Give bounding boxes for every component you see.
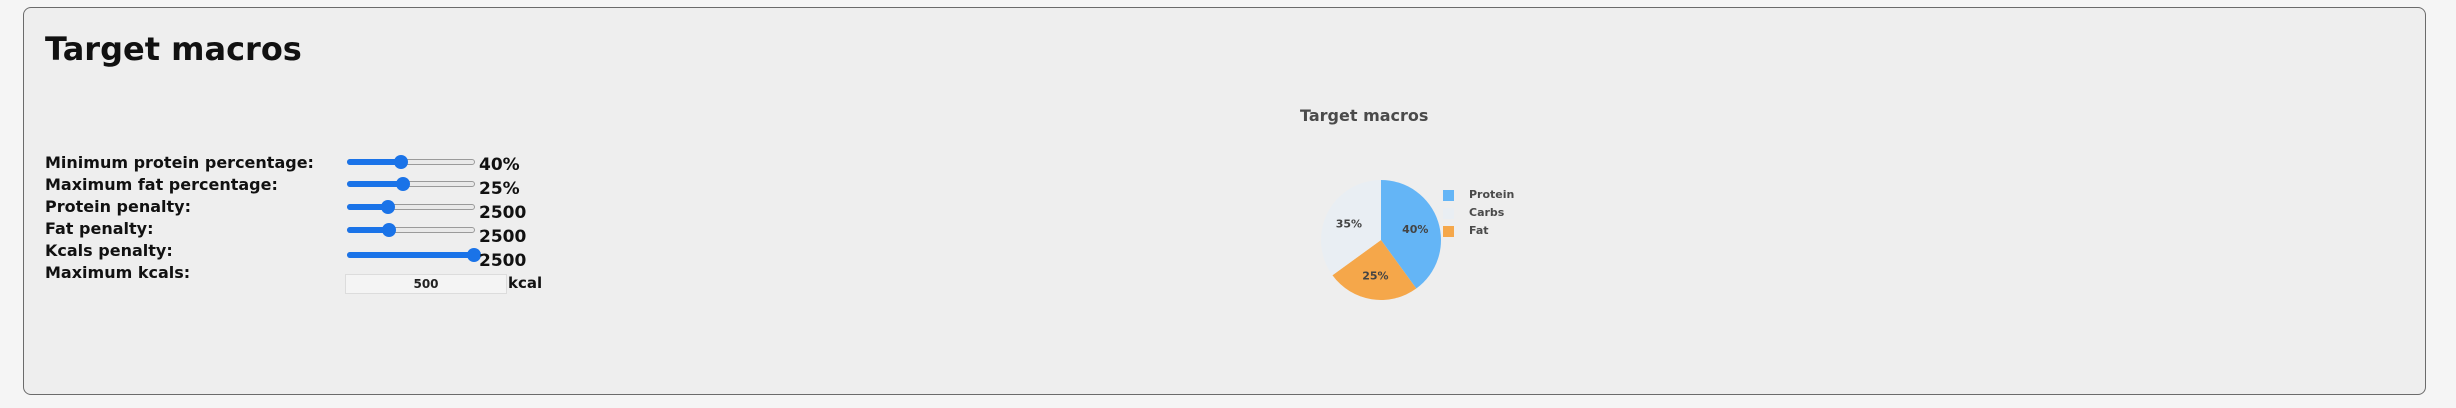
legend-label-carbs: Carbs <box>1469 206 1505 219</box>
kcal-unit-label: kcal <box>508 274 543 292</box>
fat-penalty-slider[interactable] <box>347 223 475 237</box>
slider-fill <box>347 252 474 258</box>
slider-thumb[interactable] <box>380 200 395 214</box>
slider-thumb[interactable] <box>466 248 481 262</box>
slider-fill <box>347 227 390 233</box>
pie-label-protein: 40% <box>1402 223 1428 236</box>
fat-penalty-value: 2500 <box>479 227 527 247</box>
legend-label-fat: Fat <box>1469 224 1489 237</box>
slider-thumb[interactable] <box>382 223 397 237</box>
target-macros-panel: Target macros Minimum protein percentage… <box>23 7 2426 395</box>
max-fat-slider[interactable] <box>347 177 475 191</box>
pie-label-carbs: 35% <box>1336 218 1362 231</box>
min-protein-slider[interactable] <box>347 155 475 169</box>
protein-penalty-value: 2500 <box>479 203 527 223</box>
slider-thumb[interactable] <box>393 155 408 169</box>
legend-label-protein: Protein <box>1469 188 1515 201</box>
slider-fill <box>347 181 404 187</box>
protein-penalty-label: Protein penalty: <box>45 197 192 216</box>
pie-chart-svg: 40% 25% 35% <box>1321 180 1441 300</box>
max-fat-value: 25% <box>479 179 520 199</box>
legend-swatch-protein <box>1443 190 1454 201</box>
slider-fill <box>347 159 401 165</box>
pie-slice-fat[interactable] <box>1332 240 1417 300</box>
pie-label-fat: 25% <box>1362 270 1388 283</box>
pie-slice-carbs[interactable] <box>1321 180 1381 276</box>
slider-thumb[interactable] <box>396 177 411 191</box>
kcals-penalty-value: 2500 <box>479 251 527 271</box>
fat-penalty-label: Fat penalty: <box>45 219 154 238</box>
legend-swatch-carbs <box>1443 208 1454 219</box>
max-kcals-input[interactable] <box>345 274 507 294</box>
min-protein-value: 40% <box>479 155 520 175</box>
legend-swatch-fat <box>1443 226 1454 237</box>
max-fat-label: Maximum fat percentage: <box>45 175 278 194</box>
kcals-penalty-label: Kcals penalty: <box>45 241 173 260</box>
chart-title: Target macros <box>1300 106 1429 125</box>
page-title: Target macros <box>45 30 302 68</box>
slider-fill <box>347 204 388 210</box>
pie-chart: 40% 25% 35% <box>1311 170 1451 310</box>
kcals-penalty-slider[interactable] <box>347 248 481 262</box>
max-kcals-label: Maximum kcals: <box>45 263 191 282</box>
min-protein-label: Minimum protein percentage: <box>45 153 314 172</box>
protein-penalty-slider[interactable] <box>347 200 475 214</box>
pie-slice-protein[interactable] <box>1381 180 1441 289</box>
